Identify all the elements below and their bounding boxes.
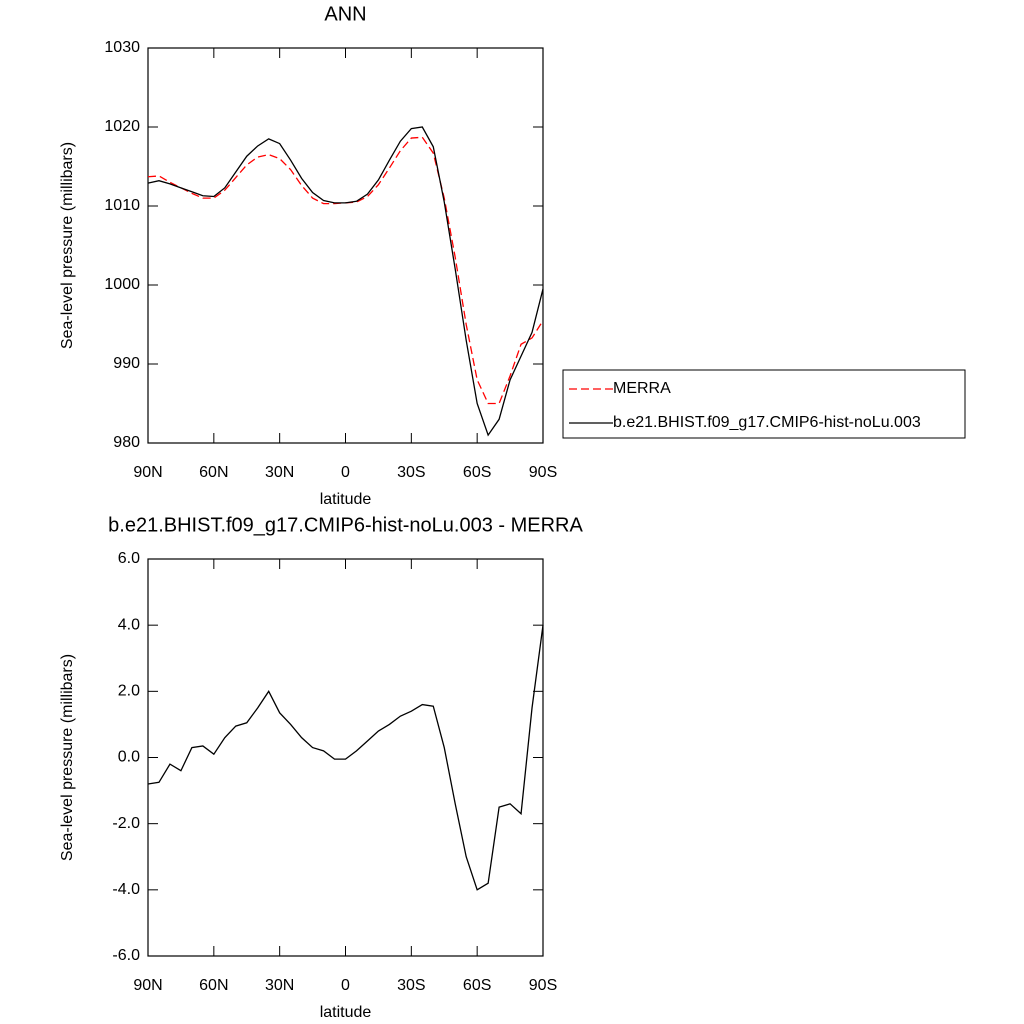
plot-frame	[147, 558, 544, 957]
x-tick-label: 30N	[265, 464, 294, 481]
x-tick-label: 30S	[397, 464, 425, 481]
y-tick-label: -6.0	[112, 947, 140, 964]
y-tick-label: 990	[113, 355, 140, 372]
x-axis-label: latitude	[320, 1004, 372, 1021]
x-tick-label: 90N	[133, 977, 162, 994]
y-tick-label: -4.0	[112, 881, 140, 898]
y-tick-label: 1030	[104, 39, 140, 56]
data-line	[147, 625, 544, 891]
x-tick-label: 60S	[463, 977, 491, 994]
x-tick-label: 90S	[529, 977, 557, 994]
data-line	[147, 136, 544, 405]
y-axis-label: Sea-level pressure (millibars)	[59, 654, 76, 861]
x-tick-label: 30N	[265, 977, 294, 994]
x-tick-label: 60N	[199, 977, 228, 994]
y-tick-label: 1000	[104, 276, 140, 293]
x-tick-label: 0	[341, 977, 350, 994]
y-axis-label: Sea-level pressure (millibars)	[59, 142, 76, 349]
plot-frame	[147, 47, 544, 444]
y-tick-label: 6.0	[118, 550, 140, 567]
x-tick-label: 60S	[463, 464, 491, 481]
x-axis-label: latitude	[320, 491, 372, 508]
x-tick-label: 0	[341, 464, 350, 481]
legend-label: MERRA	[613, 380, 671, 397]
y-tick-label: 0.0	[118, 749, 140, 766]
legend-box	[562, 369, 966, 439]
x-tick-label: 90N	[133, 464, 162, 481]
y-tick-label: 1010	[104, 197, 140, 214]
data-line	[147, 126, 544, 437]
y-tick-label: 4.0	[118, 616, 140, 633]
x-tick-label: 60N	[199, 464, 228, 481]
y-tick-label: -2.0	[112, 815, 140, 832]
x-tick-label: 90S	[529, 464, 557, 481]
legend-label: b.e21.BHIST.f09_g17.CMIP6-hist-noLu.003	[613, 414, 921, 431]
y-tick-label: 980	[113, 434, 140, 451]
y-tick-label: 2.0	[118, 683, 140, 700]
x-tick-label: 30S	[397, 977, 425, 994]
y-tick-label: 1020	[104, 118, 140, 135]
chart-title: b.e21.BHIST.f09_g17.CMIP6-hist-noLu.003 …	[108, 514, 583, 536]
chart-title: ANN	[324, 3, 366, 25]
